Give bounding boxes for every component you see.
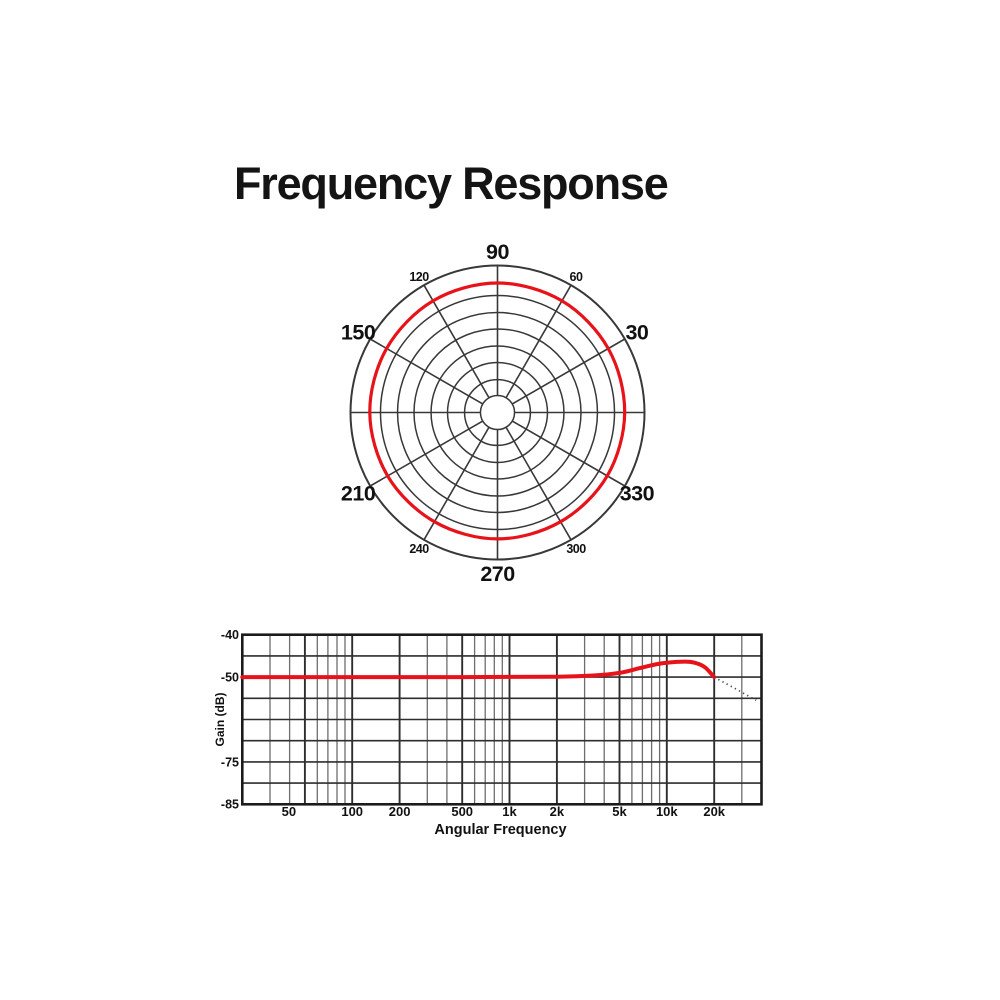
x-tick-label: 50 [282, 804, 296, 819]
y-tick-label: -85 [221, 798, 239, 812]
polar-grid-spoke [511, 338, 626, 405]
gain-curve-dotted [713, 676, 757, 701]
gain-chart: -40 -50 -75 -85 50 100 200 500 1k 2k 5k 10k 20k Gain … [213, 628, 763, 838]
gain-curve [240, 659, 717, 680]
polar-grid-ring [396, 311, 599, 514]
x-tick-label: 10k [656, 804, 678, 819]
x-axis-title: Angular Frequency [434, 822, 566, 838]
polar-angle-label: 150 [341, 321, 376, 345]
polar-angle-label: 330 [620, 482, 655, 506]
polar-angle-label: 120 [409, 270, 429, 284]
x-tick-label: 2k [550, 804, 565, 819]
polar-grid-ring [446, 361, 549, 464]
polar-angle-label: 210 [341, 482, 376, 506]
chart-frame [241, 633, 763, 806]
x-tick-label: 100 [341, 804, 363, 819]
polar-grid-ring [430, 345, 565, 480]
polar-grid-ring [463, 378, 532, 447]
polar-angle-label: 30 [625, 321, 648, 345]
x-tick-label: 1k [502, 804, 517, 819]
polar-grid-ring [349, 264, 646, 561]
polar-pattern-chart: 30 60 90 120 150 210 240 270 300 330 [341, 240, 655, 586]
x-tick-label: 200 [389, 804, 411, 819]
x-tick-label: 20k [703, 804, 725, 819]
y-axis-title: Gain (dB) [213, 693, 227, 747]
polar-response-curve [368, 281, 627, 541]
polar-angle-label: 90 [486, 240, 509, 264]
polar-grid-ring [413, 328, 582, 497]
y-tick-label: -40 [221, 628, 239, 642]
polar-angle-label: 60 [570, 270, 583, 284]
polar-grid-spoke [369, 338, 484, 405]
x-tick-label: 500 [451, 804, 473, 819]
polar-grid-ring [479, 394, 516, 431]
polar-grid-ring [379, 294, 616, 531]
x-tick-label: 5k [612, 804, 627, 819]
polar-angle-label: 270 [480, 562, 515, 586]
y-tick-label: -50 [221, 670, 239, 684]
polar-angle-label: 240 [409, 542, 429, 556]
polar-angle-label: 300 [566, 542, 586, 556]
y-tick-label: -75 [221, 755, 239, 769]
figure-title: Frequency Response [234, 158, 669, 209]
polar-grid-spoke [423, 284, 490, 399]
polar-grid-spoke [505, 284, 572, 399]
